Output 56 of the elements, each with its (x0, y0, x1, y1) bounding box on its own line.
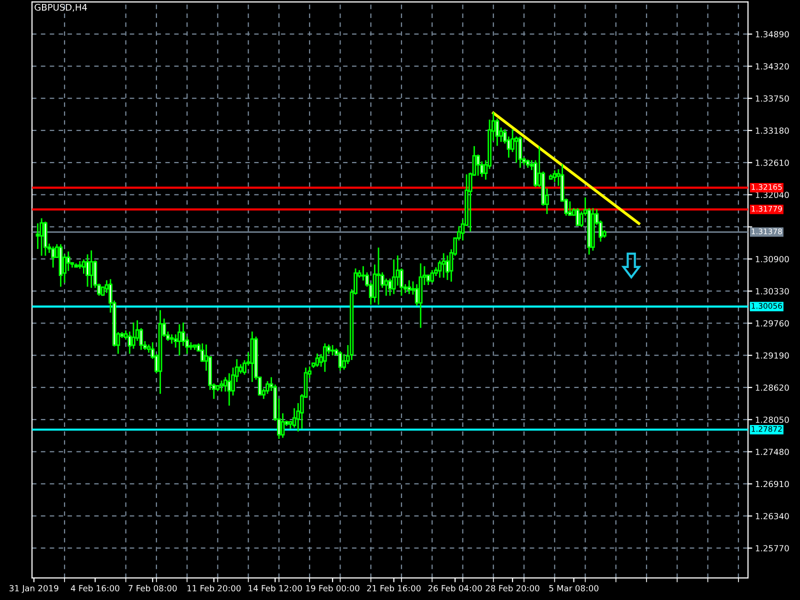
y-tick-label: 1.32610 (756, 160, 789, 166)
candlestick (384, 278, 388, 296)
candlestick (442, 253, 446, 278)
candlestick (392, 259, 396, 294)
x-tick-label: 7 Feb 08:00 (128, 584, 177, 592)
candlestick (51, 246, 55, 268)
candlestick (86, 254, 90, 287)
candlestick (315, 354, 320, 367)
candlestick (82, 259, 86, 274)
candlestick (338, 351, 342, 371)
x-tick-label: 11 Feb 20:00 (187, 584, 241, 592)
y-tick-label: 1.30900 (756, 256, 789, 262)
candlestick (177, 324, 182, 356)
x-tick-label: 28 Feb 20:00 (486, 584, 540, 592)
candlestick (322, 343, 327, 372)
y-tick-label: 1.33180 (756, 127, 789, 134)
y-tick-label: 1.34320 (756, 63, 789, 70)
y-tick-label: 1.29190 (756, 352, 789, 359)
x-tick-label: 14 Feb 12:00 (248, 584, 302, 592)
y-tick-label: 1.26340 (756, 512, 789, 520)
candlestick (430, 270, 434, 283)
candlestick (89, 250, 94, 288)
y-tick-label: 1.30330 (756, 288, 789, 294)
y-tick-label: 1.34890 (756, 31, 789, 38)
x-tick-label: 26 Feb 04:00 (428, 584, 482, 592)
candlestick (568, 201, 572, 216)
candlestick (66, 252, 70, 271)
y-tick-label: 1.33750 (756, 95, 789, 102)
x-tick-label: 21 Feb 16:00 (367, 584, 421, 592)
candlestick (376, 248, 380, 305)
y-tick-label: 1.29760 (756, 320, 789, 327)
y-tick-label: 1.26910 (756, 480, 789, 488)
candlestick (132, 322, 136, 349)
chart-title: GBPUSD,H4 (34, 4, 87, 12)
candlestick (388, 278, 392, 296)
candlestick (407, 280, 412, 294)
candlestick (220, 380, 224, 392)
candlestick (576, 208, 580, 226)
candlestick (40, 218, 44, 256)
x-tick-label: 5 Mar 08:00 (549, 585, 598, 592)
candlestick (476, 154, 480, 176)
candlestick (518, 136, 522, 168)
candlestick (552, 170, 557, 182)
candlestick (330, 345, 334, 356)
candlestick (36, 223, 40, 249)
y-tick-label: 1.25770 (756, 545, 789, 552)
y-tick-label: 1.27480 (756, 448, 789, 456)
candlestick (227, 373, 232, 406)
y-tick-label: 1.28050 (756, 416, 789, 423)
y-tick-label: 1.28620 (756, 384, 789, 391)
y-tick-label: 1.32040 (756, 192, 789, 198)
x-tick-label: 31 Jan 2019 (10, 585, 58, 593)
candlestick (174, 334, 178, 348)
x-tick-label: 19 Feb 00:00 (306, 584, 360, 592)
x-tick-label: 4 Feb 16:00 (70, 584, 120, 592)
candlestick (280, 413, 285, 438)
